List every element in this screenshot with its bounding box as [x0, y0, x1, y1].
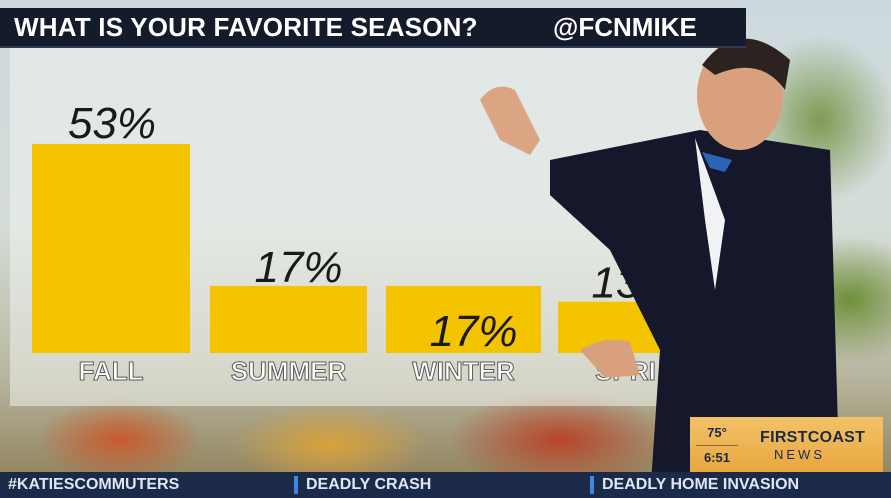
weather-time: 6:51	[703, 450, 731, 465]
station-name: FIRSTCOAST	[760, 429, 866, 446]
bar-winter	[386, 285, 541, 353]
station-bug: 75° 6:51 FIRSTCOAST NEWS	[690, 417, 883, 473]
ticker-item: DEADLY HOME INVASION	[602, 476, 800, 493]
news-ticker: #KATIESCOMMUTERS DEADLY CRASH DEADLY HOM…	[0, 472, 891, 498]
banner-handle: @FCNMIKE	[553, 12, 697, 42]
ticker-separator	[590, 476, 594, 494]
bar-fall	[32, 143, 190, 353]
weather-temp: 75°	[707, 425, 727, 440]
value-label: 17%	[254, 243, 342, 292]
presenter-figure	[480, 38, 840, 498]
ticker-item: DEADLY CRASH	[306, 476, 432, 493]
ticker-separator	[294, 476, 298, 494]
question-banner: WHAT IS YOUR FAVORITE SEASON? @FCNMIKE	[0, 8, 746, 48]
bar-summer	[210, 285, 367, 353]
weather-divider	[696, 445, 738, 446]
category-label: WINTER	[412, 356, 515, 386]
category-label: SUMMER	[231, 356, 347, 386]
category-label: FALL	[79, 356, 144, 386]
value-label: 53%	[68, 99, 156, 148]
station-sub: NEWS	[774, 447, 825, 462]
ticker-item: #KATIESCOMMUTERS	[8, 476, 180, 493]
banner-title: WHAT IS YOUR FAVORITE SEASON?	[14, 12, 478, 42]
value-label: 17%	[429, 307, 517, 356]
